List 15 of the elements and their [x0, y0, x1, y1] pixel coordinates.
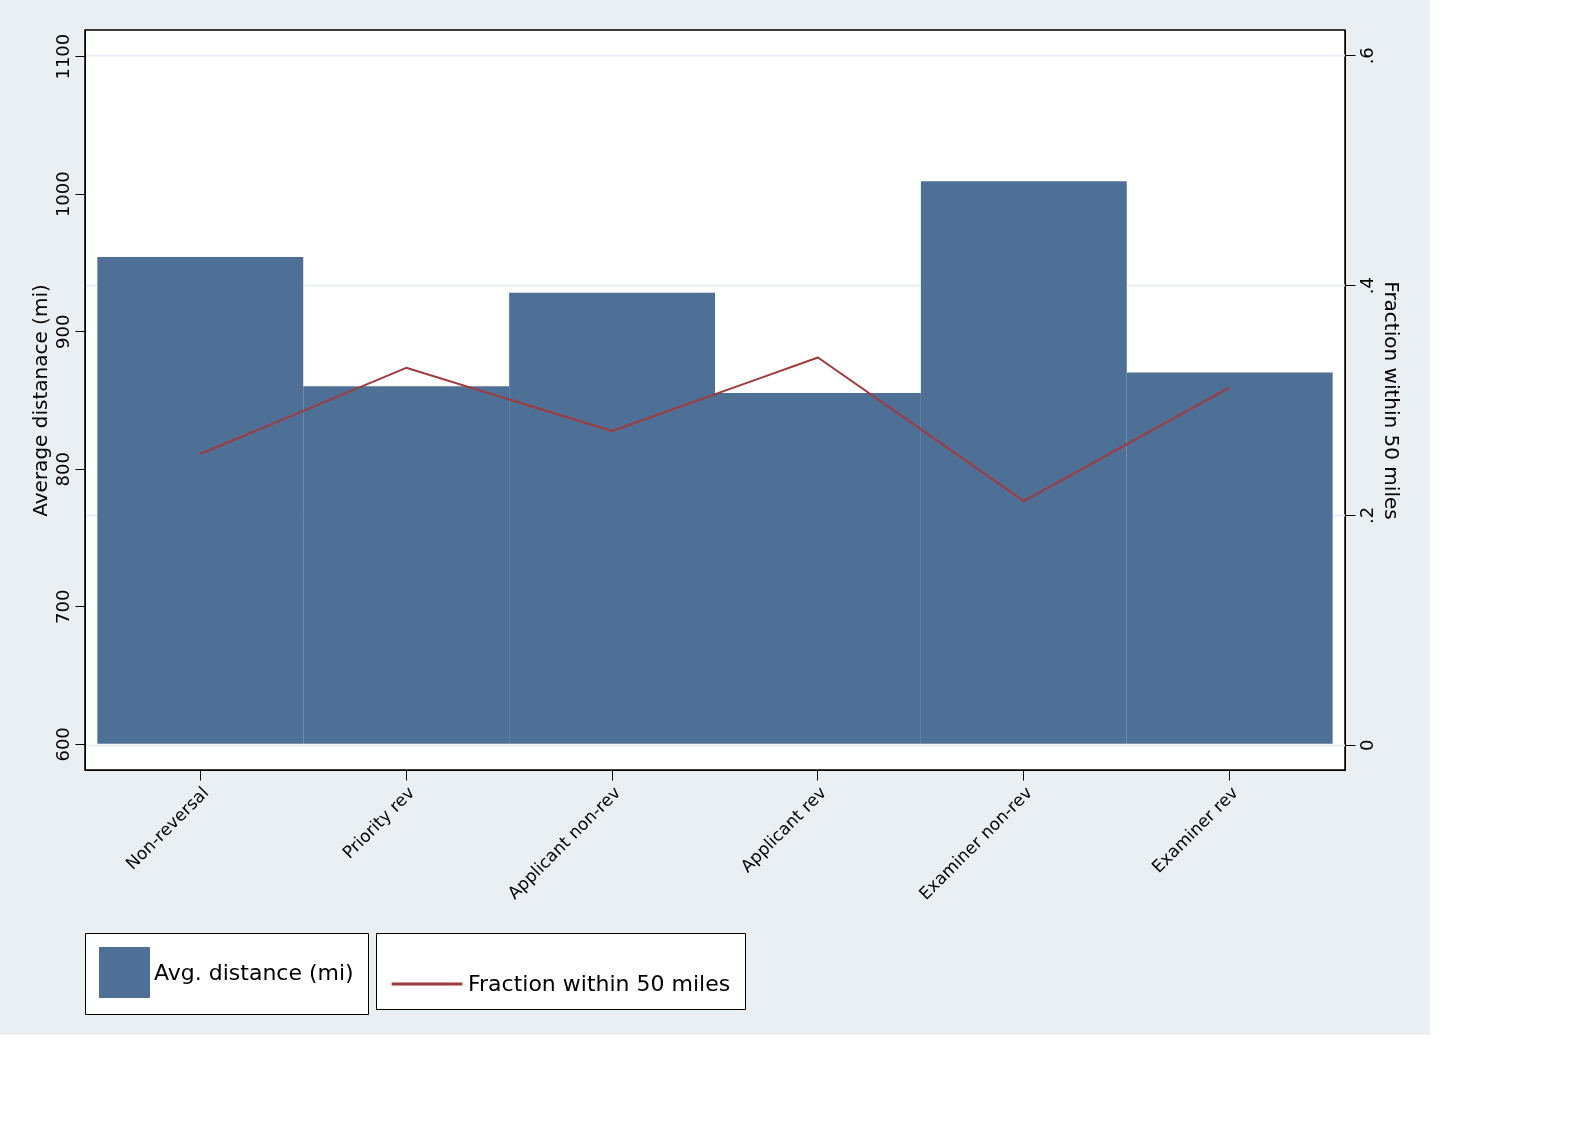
y2-tick-label: .2	[1355, 506, 1377, 524]
y-tick-label: 700	[51, 589, 73, 624]
legend-label: Avg. distance (mi)	[154, 959, 354, 985]
y2-axis-title: Fraction within 50 miles	[1379, 281, 1404, 520]
y2-tick-label: .6	[1355, 47, 1377, 65]
y-axis-title: Average distanace (mi)	[27, 284, 52, 517]
line-series	[199, 356, 1231, 503]
y-tick-label: 600	[51, 727, 73, 762]
legend-label: Fraction within 50 miles	[468, 971, 731, 996]
y2-tick-label: .4	[1355, 277, 1377, 295]
y-tick-label: 800	[51, 452, 73, 487]
y2-tick-label: 0	[1355, 739, 1377, 751]
y-tick-label: 900	[51, 314, 73, 349]
y-tick-label: 1000	[51, 171, 73, 218]
y-tick-label: 1100	[51, 33, 73, 80]
